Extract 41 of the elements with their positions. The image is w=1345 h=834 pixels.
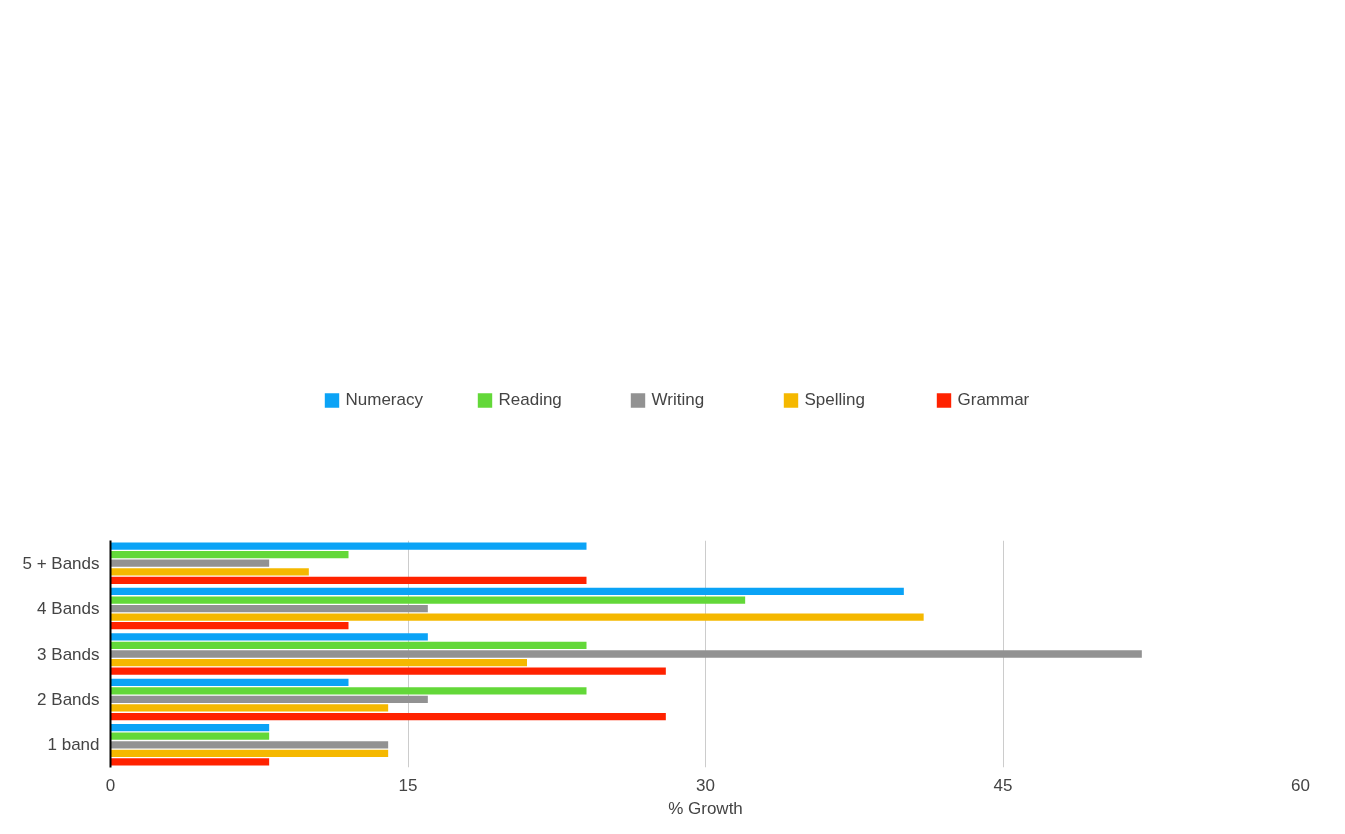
bar (110, 724, 270, 732)
bar (110, 749, 389, 758)
x-tick-label: 0 (105, 775, 116, 795)
bar (110, 587, 904, 596)
bar (110, 596, 746, 604)
x-axis-title: % Growth (668, 798, 743, 818)
bar (110, 658, 527, 667)
legend-label: Numeracy (345, 390, 424, 410)
bar (110, 604, 428, 613)
bar (110, 704, 389, 712)
bar (110, 568, 309, 576)
bar (110, 542, 587, 550)
bar (110, 641, 587, 650)
x-tick-label: 60 (1291, 775, 1310, 795)
y-tick-label: 1 band (47, 735, 100, 755)
bar (110, 650, 1142, 658)
bar (110, 622, 349, 630)
bar (110, 550, 349, 559)
bar (110, 732, 270, 740)
bar (110, 712, 666, 721)
bar (110, 613, 924, 621)
y-tick-label: 5 + Bands (22, 553, 100, 573)
legend-label: Grammar (957, 390, 1031, 410)
y-tick-label: 2 Bands (37, 689, 100, 709)
legend-label: Spelling (804, 390, 866, 410)
bar (110, 633, 428, 641)
legend-label: Reading (498, 390, 563, 410)
bar (110, 576, 587, 584)
bar (110, 695, 428, 704)
x-tick-label: 30 (696, 775, 715, 795)
x-tick-label: 15 (398, 775, 418, 795)
legend-label: Writing (651, 390, 706, 410)
bar (110, 687, 587, 695)
bar (110, 667, 666, 675)
bar (110, 559, 270, 567)
bar (110, 678, 349, 686)
x-tick-label: 45 (993, 775, 1013, 795)
bar (110, 741, 389, 749)
y-tick-label: 4 Bands (37, 599, 100, 619)
y-tick-label: 3 Bands (37, 644, 100, 664)
bar (110, 758, 270, 766)
